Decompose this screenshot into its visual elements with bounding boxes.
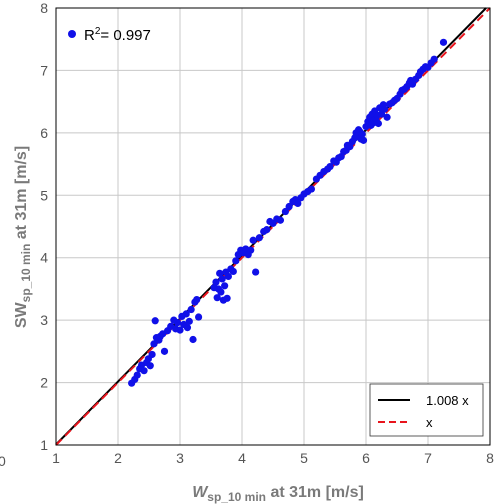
x-axis-title-subscript: sp_10 min	[207, 490, 266, 504]
y-tick-label: 1	[40, 437, 48, 453]
data-point	[221, 282, 229, 290]
data-point	[160, 347, 169, 355]
data-point	[193, 295, 201, 304]
data-point	[285, 202, 293, 211]
x-axis-title-main: W	[192, 484, 209, 501]
data-point	[195, 313, 203, 321]
data-point	[381, 105, 389, 113]
r2-symbol: R	[84, 27, 95, 44]
data-point	[383, 113, 391, 121]
data-point	[294, 199, 302, 208]
data-point	[140, 367, 148, 375]
y-axis-title: SWsp_10 min at 31m [m/s]	[13, 146, 33, 328]
plot-frame	[55, 7, 491, 446]
tick-labels: 1 2 3 4 5 6 7 8 1 2 3 4 5 6 7 8	[40, 0, 494, 466]
fit-legend-label-1: 1.008 x	[426, 393, 469, 408]
data-point	[185, 317, 193, 325]
data-point	[183, 324, 192, 332]
data-point	[224, 272, 232, 281]
y-tick-label: 4	[40, 250, 48, 266]
fit-legend: 1.008 x x	[369, 383, 484, 437]
fit-legend-box	[369, 383, 484, 437]
data-point	[430, 55, 438, 63]
r2-legend-marker	[68, 30, 76, 38]
data-point	[307, 185, 316, 193]
data-point	[189, 335, 197, 344]
data-point	[218, 275, 226, 283]
x-tick-label: 6	[362, 450, 370, 466]
data-point	[252, 268, 260, 276]
data-point	[182, 310, 190, 318]
data-point	[213, 294, 221, 302]
y-axis-title-rest: at 31m [m/s]	[13, 146, 30, 244]
data-point	[249, 236, 257, 244]
data-point	[216, 269, 224, 277]
x-tick-label: 3	[176, 450, 184, 466]
data-point	[212, 278, 220, 286]
data-point	[229, 267, 237, 276]
y-axis-title-main: SW	[13, 301, 30, 328]
y-axis-title-subscript: sp_10 min	[19, 244, 33, 303]
fit-legend-label-2: x	[426, 415, 433, 430]
x-axis-title-rest: at 31m [m/s]	[266, 484, 364, 501]
y-tick-label: 3	[40, 312, 48, 328]
data-point	[133, 371, 141, 379]
data-point	[359, 136, 368, 144]
x-tick-label: 4	[238, 450, 246, 466]
data-point	[217, 288, 225, 296]
data-point	[146, 362, 154, 370]
r2-superscript: 2	[95, 26, 101, 37]
data-point	[150, 340, 158, 348]
x-tick-label: 8	[486, 450, 494, 466]
x-axis-title: Wsp_10 min at 31m [m/s]	[192, 484, 364, 504]
y-tick-label: 8	[40, 0, 48, 16]
y-tick-label: 7	[40, 62, 48, 78]
data-point	[223, 294, 231, 302]
data-point	[173, 319, 182, 327]
data-point	[148, 350, 156, 359]
data-point	[276, 216, 285, 224]
x-tick-label: 1	[52, 450, 60, 466]
y-tick-label: 2	[40, 375, 48, 391]
stray-tick-label: 0	[0, 453, 6, 469]
data-point	[263, 226, 271, 234]
data-point	[151, 317, 159, 325]
y-tick-label: 6	[40, 125, 48, 141]
data-point	[255, 234, 263, 242]
data-point	[176, 326, 184, 334]
data-points	[128, 38, 448, 387]
data-point	[187, 305, 195, 314]
x-tick-label: 2	[114, 450, 122, 466]
data-point	[326, 162, 334, 171]
y-tick-label: 5	[40, 187, 48, 203]
data-point	[232, 257, 240, 265]
data-point	[374, 119, 382, 128]
data-point	[281, 207, 289, 216]
data-point	[358, 130, 366, 138]
x-tick-label: 5	[300, 450, 308, 466]
data-point	[247, 246, 255, 254]
data-point	[439, 38, 448, 46]
x-tick-label: 7	[424, 450, 432, 466]
r2-legend-text: R2= 0.997	[84, 26, 151, 44]
r2-legend: R2= 0.997	[68, 26, 151, 44]
r2-value: = 0.997	[100, 27, 150, 44]
grid-lines	[56, 8, 490, 445]
